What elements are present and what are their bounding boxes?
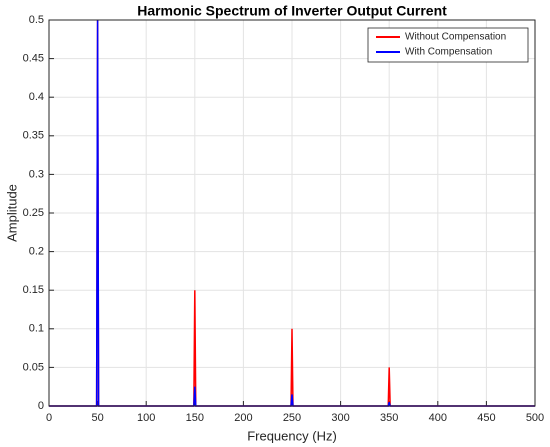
x-tick-label: 250: [283, 412, 301, 424]
legend-label: With Compensation: [405, 47, 492, 58]
y-tick-label: 0.4: [29, 91, 44, 103]
y-tick-label: 0.15: [23, 284, 44, 296]
y-tick-label: 0.35: [23, 130, 44, 142]
x-tick-label: 500: [526, 412, 544, 424]
legend-box: [367, 27, 529, 63]
x-tick-label: 150: [186, 412, 204, 424]
x-tick-label: 200: [234, 412, 252, 424]
y-tick-label: 0.2: [29, 246, 44, 258]
legend-label: Without Compensation: [405, 32, 506, 43]
plot-frame: [48, 19, 536, 407]
x-tick-label: 450: [477, 412, 495, 424]
x-tick-label: 300: [331, 412, 349, 424]
y-tick-label: 0.25: [23, 207, 44, 219]
y-tick-label: 0.3: [29, 168, 44, 180]
x-axis-label: Frequency (Hz): [247, 428, 337, 443]
y-tick-label: 0.5: [29, 14, 44, 26]
y-tick-label: 0.05: [23, 361, 44, 373]
y-tick-label: 0.45: [23, 53, 44, 65]
y-axis-label: Amplitude: [4, 184, 19, 242]
y-tick-label: 0: [38, 400, 44, 412]
x-tick-label: 350: [380, 412, 398, 424]
x-tick-label: 0: [46, 412, 52, 424]
x-tick-label: 400: [429, 412, 447, 424]
x-tick-label: 50: [91, 412, 103, 424]
chart-title: Harmonic Spectrum of Inverter Output Cur…: [137, 3, 447, 19]
x-tick-label: 100: [137, 412, 155, 424]
y-tick-label: 0.1: [29, 323, 44, 335]
